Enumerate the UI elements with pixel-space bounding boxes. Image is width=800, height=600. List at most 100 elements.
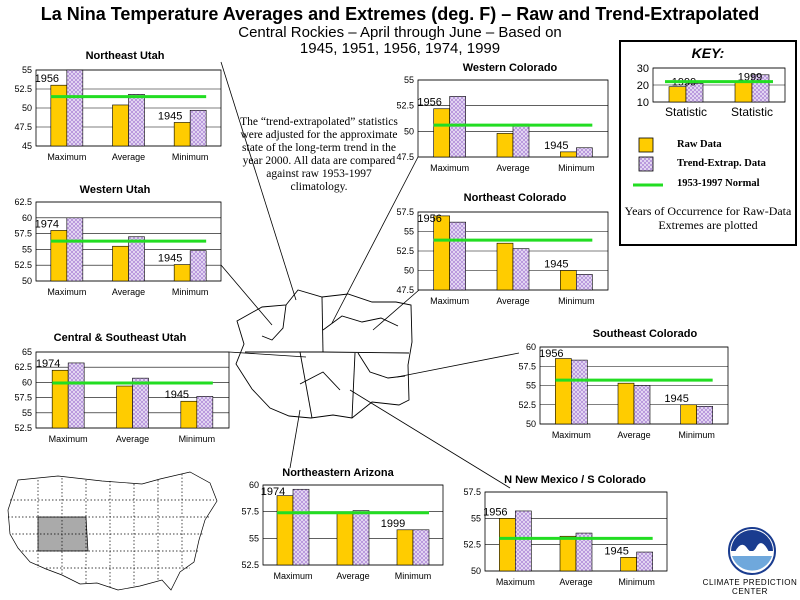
legend-label-raw: Raw Data bbox=[677, 139, 722, 150]
x-tick-label: Maximum bbox=[552, 430, 591, 440]
bar-raw-average bbox=[617, 382, 635, 425]
year-label: 1945 bbox=[604, 545, 628, 557]
x-tick-label: Maximum bbox=[430, 163, 469, 173]
x-tick-label: Maximum bbox=[47, 152, 86, 162]
x-tick-label: Maximum bbox=[49, 434, 88, 444]
y-tick-label: 55 bbox=[404, 227, 414, 237]
y-tick-label: 57.5 bbox=[463, 487, 481, 497]
legend-swatch-raw bbox=[638, 137, 654, 153]
central-rockies-map bbox=[235, 289, 413, 419]
year-label: 1945 bbox=[664, 393, 688, 405]
bar-trend-maximum bbox=[66, 69, 84, 147]
bar-raw-maximum bbox=[433, 215, 450, 291]
chart-western-utah: 62.5 60 57.5 55 52.5 50 Maximum Average Minimum 1… bbox=[14, 197, 222, 297]
legend-y-tick: 20 bbox=[637, 80, 649, 92]
y-tick-label: 65 bbox=[22, 347, 32, 357]
chart-title-northeast-colorado: Northeast Colorado bbox=[463, 192, 567, 204]
subtitle-line-1: Central Rockies – April through June – B… bbox=[238, 24, 562, 41]
y-tick-label: 52.5 bbox=[14, 260, 32, 270]
bar-raw-average bbox=[112, 104, 129, 147]
y-tick-label: 55 bbox=[22, 408, 32, 418]
bar-raw-maximum bbox=[51, 369, 69, 429]
bar-raw-maximum bbox=[50, 230, 68, 282]
us-inset-map bbox=[7, 471, 218, 591]
y-tick-label: 62.5 bbox=[14, 197, 32, 207]
legend-label-trend: Trend-Extrap. Data bbox=[677, 158, 766, 169]
bar-trend-minimum bbox=[189, 109, 207, 147]
year-label: 1974 bbox=[261, 486, 285, 498]
chart-western-colorado: 55 52.5 50 47.5 Maximum Average Minimum 1956 194… bbox=[396, 75, 609, 173]
chart-n-new-mexico-s-colorado: 57.5 55 52.5 50 Maximum Average Minimum 1956 194… bbox=[463, 487, 668, 587]
bar-trend-average bbox=[128, 236, 145, 282]
year-label: 1945 bbox=[165, 389, 189, 401]
bar-trend-average bbox=[352, 510, 370, 566]
y-tick-label: 57.5 bbox=[396, 207, 414, 217]
x-tick-label: Minimum bbox=[395, 571, 432, 581]
y-tick-label: 45 bbox=[22, 141, 32, 151]
year-label: 1999 bbox=[381, 518, 405, 530]
bar-trend-minimum bbox=[196, 396, 214, 429]
chart-central-southeast-utah: 65 62.5 60 57.5 55 52.5 Maximum Average Minimum 1… bbox=[14, 347, 230, 444]
legend-bar-raw bbox=[734, 81, 753, 103]
leader-lines bbox=[220, 61, 520, 489]
bar-raw-maximum bbox=[50, 84, 68, 147]
bar-trend-maximum bbox=[292, 488, 310, 566]
bar-trend-maximum bbox=[67, 362, 85, 429]
bar-trend-maximum bbox=[449, 96, 466, 158]
x-tick-label: Average bbox=[116, 434, 149, 444]
bar-raw-minimum bbox=[620, 557, 637, 572]
bar-trend-maximum bbox=[66, 217, 84, 282]
year-label: 1956 bbox=[35, 73, 59, 85]
y-tick-label: 52.5 bbox=[14, 423, 32, 433]
y-tick-label: 57.5 bbox=[518, 361, 536, 371]
year-label: 1974 bbox=[36, 358, 60, 370]
bar-trend-maximum bbox=[571, 359, 588, 425]
legend-y-tick: 30 bbox=[637, 63, 649, 75]
bar-raw-maximum bbox=[276, 495, 294, 566]
x-tick-label: Minimum bbox=[618, 577, 655, 587]
bar-trend-average bbox=[512, 123, 530, 158]
bar-raw-maximum bbox=[555, 358, 572, 425]
bar-trend-maximum bbox=[449, 221, 466, 291]
legend-bar-raw bbox=[668, 86, 687, 103]
year-label: 1945 bbox=[158, 110, 182, 122]
bar-raw-minimum bbox=[173, 264, 191, 282]
y-tick-label: 55 bbox=[471, 513, 481, 523]
x-tick-label: Average bbox=[336, 571, 369, 581]
x-tick-label: Maximum bbox=[430, 296, 469, 306]
y-tick-label: 52.5 bbox=[518, 400, 536, 410]
y-tick-label: 55 bbox=[404, 75, 414, 85]
y-tick-label: 50 bbox=[526, 419, 536, 429]
legend-swatch-trend bbox=[638, 156, 654, 172]
bar-trend-maximum bbox=[515, 510, 532, 572]
x-tick-label: Average bbox=[496, 163, 529, 173]
x-tick-label: Maximum bbox=[273, 571, 312, 581]
y-tick-label: 50 bbox=[404, 266, 414, 276]
legend-entries: Raw Data Trend-Extrap. Data 1953-1997 No… bbox=[633, 135, 783, 235]
y-tick-label: 52.5 bbox=[396, 101, 414, 111]
x-tick-label: Minimum bbox=[558, 163, 595, 173]
chart-southeast-colorado: 60 57.5 55 52.5 50 Maximum Average Minimum 1956 1… bbox=[518, 342, 729, 440]
subtitle-line-2: 1945, 1951, 1956, 1974, 1999 bbox=[299, 40, 501, 57]
bar-trend-average bbox=[132, 377, 149, 429]
bar-raw-minimum bbox=[680, 404, 697, 425]
cpc-label: CLIMATE PREDICTION CENTER bbox=[700, 578, 800, 596]
legend-example-chart: 302010Statistic1999Statistic1999 bbox=[637, 63, 786, 119]
year-label: 1956 bbox=[483, 506, 507, 518]
y-tick-label: 50 bbox=[404, 126, 414, 136]
chart-northeastern-arizona: 60 57.5 55 52.5 Maximum Average Minimum 1974 199… bbox=[241, 480, 444, 581]
year-label: 1974 bbox=[35, 218, 59, 230]
y-tick-label: 52.5 bbox=[14, 84, 32, 94]
legend-frame bbox=[652, 67, 786, 103]
legend-x-tick: Statistic bbox=[665, 105, 707, 119]
year-label: 1945 bbox=[544, 140, 568, 152]
year-label: 1956 bbox=[417, 97, 441, 109]
x-tick-label: Average bbox=[559, 577, 592, 587]
page-title: La Nina Temperature Averages and Extreme… bbox=[40, 4, 760, 24]
x-tick-label: Average bbox=[617, 430, 650, 440]
x-tick-label: Maximum bbox=[47, 287, 86, 297]
y-tick-label: 57.5 bbox=[241, 507, 259, 517]
y-tick-label: 47.5 bbox=[396, 152, 414, 162]
chart-title-nnm-scolorado: N New Mexico / S Colorado bbox=[504, 474, 646, 486]
